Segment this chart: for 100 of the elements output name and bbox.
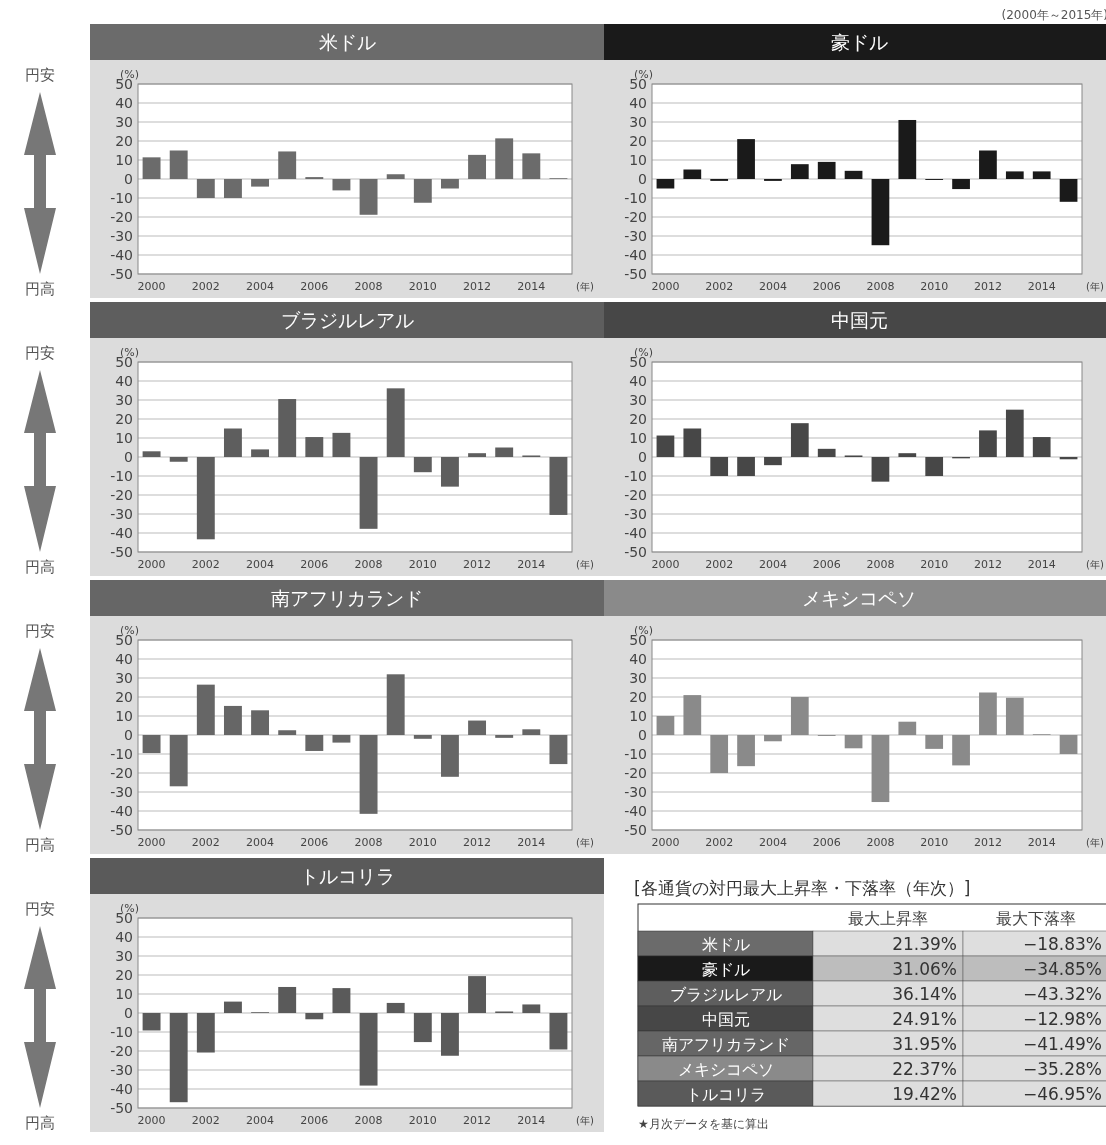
x-tick-label: 2006 (812, 836, 841, 849)
y-tick-label: -10 (624, 468, 647, 484)
bar (1005, 697, 1024, 735)
x-tick-label: 2010 (408, 280, 437, 293)
y-tick-label: 10 (115, 430, 133, 446)
x-axis-title: (年) (1086, 281, 1104, 292)
bar (386, 674, 405, 735)
x-tick-label: 2008 (354, 280, 383, 293)
text: 円高 (25, 280, 55, 298)
y-tick-label: 40 (629, 651, 647, 667)
y-tick-label: -50 (624, 822, 647, 838)
bar (979, 692, 997, 735)
x-tick-label: 2004 (246, 836, 275, 849)
bar (386, 1002, 405, 1013)
y-tick-label: -50 (624, 544, 647, 560)
y-tick-label: 0 (124, 727, 133, 743)
bar (223, 428, 242, 457)
bar (952, 735, 970, 766)
bar (251, 710, 270, 735)
bar (196, 684, 215, 735)
y-tick-label: 20 (115, 967, 133, 983)
text: 円安 (25, 66, 55, 84)
bar (790, 697, 809, 735)
y-tick-label: 30 (629, 114, 647, 130)
y-tick-label: -10 (110, 1024, 133, 1040)
y-tick-label: 30 (115, 670, 133, 686)
x-tick-label: 2012 (463, 280, 492, 293)
bar (522, 729, 541, 735)
y-tick-label: 20 (629, 689, 647, 705)
x-tick-label: 2004 (246, 558, 275, 571)
category-label: 豪ドル (701, 960, 750, 979)
y-tick-label: -50 (110, 266, 133, 282)
y-tick-label: 0 (124, 449, 133, 465)
bar (305, 1013, 324, 1020)
bar (656, 716, 675, 735)
bar (440, 735, 459, 777)
bar (386, 388, 405, 457)
y-tick-label: -40 (110, 247, 133, 263)
y-tick-label: -30 (624, 784, 647, 800)
bar (817, 448, 836, 457)
data-label: −18.83% (1022, 934, 1102, 954)
x-tick-label: 2014 (517, 836, 546, 849)
x-tick-label: 2002 (191, 836, 220, 849)
bar (549, 457, 568, 515)
x-tick-label: 2014 (517, 280, 546, 293)
bar (790, 164, 809, 179)
y-tick-label: -50 (624, 266, 647, 282)
text: 円高 (25, 1114, 55, 1132)
category-label: 南アフリカランド (661, 1035, 790, 1054)
y-tick-label: -30 (624, 506, 647, 522)
bar (359, 179, 378, 215)
bar (169, 457, 188, 462)
x-axis-title: (年) (576, 281, 594, 292)
x-tick-label: 2010 (408, 836, 437, 849)
y-tick-label: -30 (110, 784, 133, 800)
bar (440, 1013, 459, 1056)
x-tick-label: 2000 (651, 558, 680, 571)
y-tick-label: 0 (124, 171, 133, 187)
bar (844, 735, 863, 749)
y-tick-label: -10 (624, 190, 647, 206)
y-tick-label: 30 (115, 948, 133, 964)
x-tick-label: 2000 (651, 280, 680, 293)
x-tick-label: 2002 (191, 1114, 220, 1127)
x-tick-label: 2002 (705, 558, 734, 571)
bar (522, 1004, 541, 1013)
x-tick-label: 2000 (137, 1114, 166, 1127)
x-axis-title: (年) (576, 1115, 594, 1126)
bar (278, 730, 297, 735)
x-tick-label: 2014 (517, 558, 546, 571)
y-tick-label: 30 (629, 392, 647, 408)
y-tick-label: 20 (115, 411, 133, 427)
bar (737, 457, 755, 476)
bar (196, 1013, 215, 1053)
y-tick-label: 20 (629, 411, 647, 427)
data-label: 24.91% (892, 1009, 957, 1029)
bar (332, 735, 351, 743)
text: 円安 (25, 622, 55, 640)
data-label: −12.98% (1022, 1009, 1102, 1029)
chart-title: 豪ドル (830, 31, 888, 53)
y-tick-label: -10 (110, 468, 133, 484)
bar (737, 139, 755, 179)
y-tick-label: -20 (624, 765, 647, 781)
y-tick-label: 10 (115, 708, 133, 724)
x-tick-label: 2004 (758, 558, 787, 571)
y-tick-label: 40 (629, 373, 647, 389)
x-tick-label: 2012 (973, 836, 1002, 849)
bar (332, 988, 351, 1013)
bar (710, 457, 729, 476)
bar (251, 179, 270, 187)
x-tick-label: 2006 (300, 280, 329, 293)
bar (844, 170, 863, 179)
y-tick-label: -40 (624, 247, 647, 263)
x-tick-label: 2008 (354, 1114, 383, 1127)
series-label: 最大上昇率 (848, 909, 928, 928)
x-tick-label: 2000 (137, 558, 166, 571)
y-tick-label: -40 (110, 525, 133, 541)
bar (495, 735, 514, 738)
y-tick-label: 40 (115, 929, 133, 945)
bar (169, 150, 188, 179)
y-tick-label: -40 (110, 803, 133, 819)
